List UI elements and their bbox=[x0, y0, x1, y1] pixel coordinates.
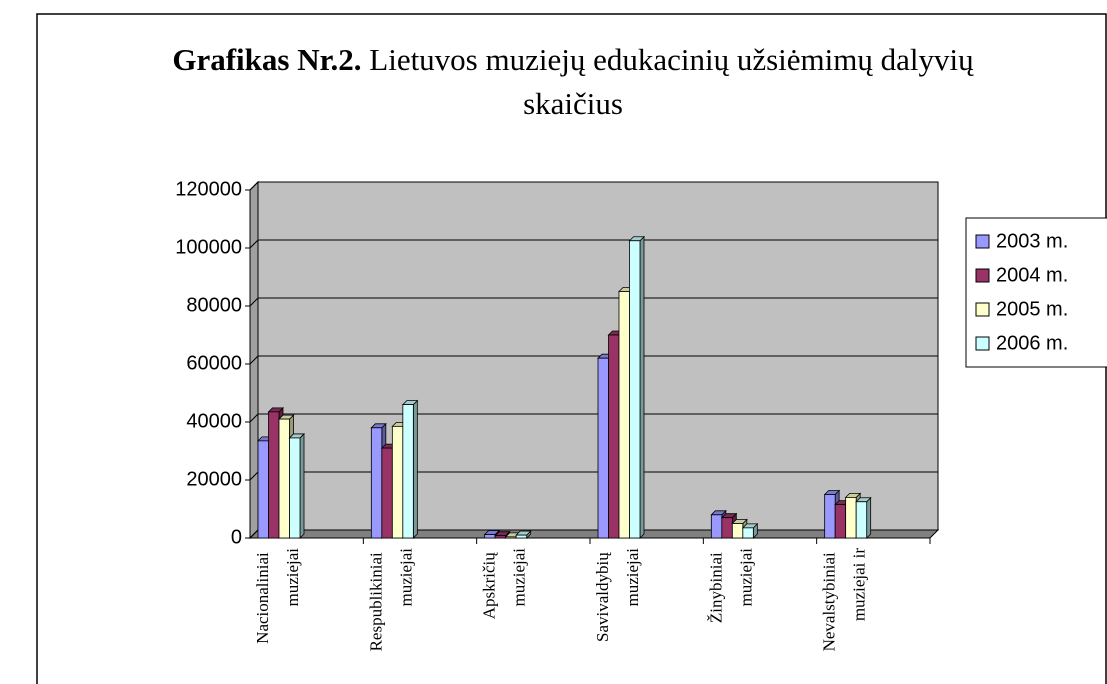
y-tick-label: 80000 bbox=[186, 294, 242, 316]
grid-line bbox=[249, 355, 259, 365]
bar bbox=[597, 357, 609, 539]
y-tick-label: 60000 bbox=[186, 352, 242, 374]
x-tick-label: Nacionaliniai muziejai bbox=[253, 548, 302, 644]
y-tick-label: 20000 bbox=[186, 468, 242, 490]
bar bbox=[710, 514, 723, 539]
grid-line bbox=[249, 181, 259, 191]
y-tick-label: 0 bbox=[231, 526, 242, 548]
legend-label: 2004 m. bbox=[996, 264, 1068, 286]
bar bbox=[289, 437, 301, 539]
y-tick-label: 40000 bbox=[186, 410, 242, 432]
grid-line bbox=[249, 297, 259, 307]
bar bbox=[824, 494, 836, 539]
legend-swatch bbox=[975, 234, 990, 249]
legend-swatch bbox=[975, 302, 990, 317]
bar bbox=[515, 534, 528, 539]
bar bbox=[845, 496, 857, 539]
bar bbox=[370, 427, 383, 539]
title-text: Lietuvos muziejų edukacinių užsiėmimų da… bbox=[369, 42, 974, 121]
bar bbox=[402, 404, 414, 539]
legend-label: 2006 m. bbox=[996, 332, 1068, 354]
bar bbox=[268, 411, 280, 539]
bar bbox=[494, 535, 507, 539]
title-bold: Grafikas Nr.2. bbox=[172, 42, 362, 77]
legend-swatch bbox=[975, 268, 990, 283]
x-tick-label: Savivaldybių muziejai bbox=[593, 548, 642, 642]
bar bbox=[257, 440, 269, 539]
bar bbox=[608, 334, 620, 539]
bar bbox=[855, 501, 868, 539]
bar bbox=[381, 447, 393, 539]
bar-side bbox=[412, 399, 418, 539]
bar bbox=[618, 291, 630, 539]
bar-side bbox=[866, 496, 872, 539]
legend-label: 2003 m. bbox=[996, 230, 1068, 252]
x-tick-label: Nevalstybiniai muziejai ir bbox=[820, 548, 869, 652]
bar bbox=[731, 523, 744, 539]
y-tick-label: 120000 bbox=[175, 178, 242, 200]
bar bbox=[505, 536, 517, 539]
x-tick-label: Žinybiniai muziejai bbox=[706, 548, 755, 623]
grid-line bbox=[249, 413, 259, 423]
legend-label: 2005 m. bbox=[996, 298, 1068, 320]
bar bbox=[742, 527, 754, 539]
legend-swatch bbox=[975, 336, 990, 351]
bar-side bbox=[299, 432, 305, 539]
bar bbox=[278, 418, 290, 539]
grid-line bbox=[249, 471, 259, 481]
bar bbox=[721, 517, 733, 539]
grid-line bbox=[249, 529, 259, 539]
bar bbox=[629, 240, 641, 539]
chart-title: Grafikas Nr.2. Lietuvos muziejų edukacin… bbox=[123, 38, 1023, 126]
y-tick-label: 100000 bbox=[175, 236, 242, 258]
bar bbox=[391, 425, 404, 539]
x-tick-label: Respublikiniai muziejai bbox=[366, 548, 415, 652]
bar-side bbox=[639, 235, 645, 539]
bar bbox=[834, 504, 847, 539]
x-tick-label: Apskričių muziejai bbox=[480, 548, 529, 620]
bar bbox=[484, 534, 496, 539]
grid-line bbox=[249, 239, 259, 249]
